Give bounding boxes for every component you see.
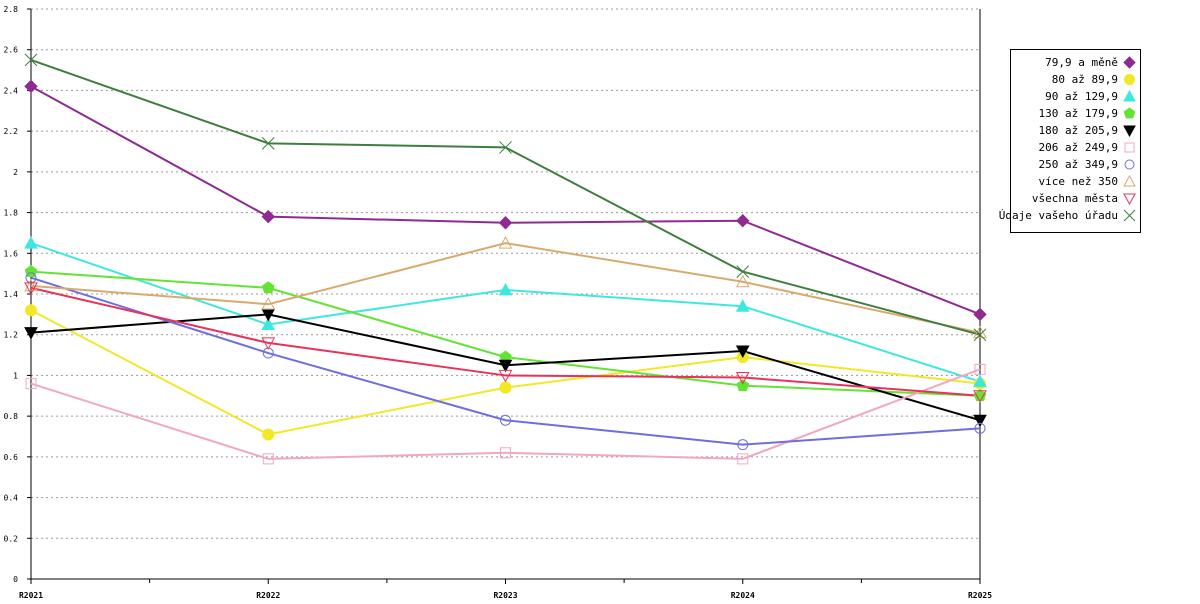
data-point	[261, 297, 276, 310]
data-point	[1123, 125, 1136, 137]
data-point	[735, 345, 750, 359]
x-tick-label: R2022	[256, 591, 280, 600]
x-tick-label: R2024	[731, 591, 755, 600]
legend-marker-icon	[1123, 193, 1136, 205]
legend-marker-icon	[1124, 159, 1135, 170]
data-point	[735, 371, 750, 385]
data-point	[498, 216, 513, 230]
data-point	[261, 337, 276, 350]
data-point	[736, 214, 750, 228]
legend-entry-label: všechna města	[1031, 192, 1118, 205]
legend-marker-icon	[1123, 107, 1136, 119]
data-point	[737, 453, 749, 465]
legend-marker-icon	[1124, 74, 1135, 85]
data-point	[25, 304, 37, 317]
series-line	[30, 85, 981, 316]
series-line	[30, 276, 981, 446]
data-point	[24, 79, 38, 94]
legend-entry-label: 130 až 179,9	[1038, 107, 1118, 120]
data-point	[24, 278, 38, 292]
chart-legend: 79,9 a měně 80 až 89,9 90 až 129,9 130 až 1…	[999, 49, 1141, 233]
series-line	[30, 242, 981, 334]
data-point	[500, 447, 511, 459]
data-point	[261, 137, 275, 150]
legend-entry-label: 90 až 129,9	[1045, 90, 1118, 103]
data-point	[25, 378, 37, 390]
data-point	[973, 307, 987, 322]
y-tick-label: 1.6	[4, 249, 19, 258]
data-point	[261, 317, 276, 331]
y-tick-label: 0.4	[4, 494, 19, 503]
data-point	[973, 390, 987, 403]
legend-marker-icon	[1123, 90, 1136, 102]
y-tick-label: 2	[13, 168, 18, 177]
legend-marker-icon	[1123, 125, 1136, 137]
data-point	[1123, 193, 1136, 205]
data-point	[1123, 56, 1136, 69]
data-point	[1123, 175, 1136, 187]
data-point	[737, 439, 749, 451]
data-point	[1123, 209, 1136, 222]
legend-entry-label: 79,9 a měně	[1045, 56, 1118, 69]
y-tick-label: 2.2	[4, 127, 19, 136]
legend-entry-label: Údaje vašeho úřadu	[998, 209, 1118, 222]
series-line	[30, 286, 981, 397]
data-point	[24, 327, 38, 340]
y-tick-label: 0.2	[4, 534, 19, 543]
y-tick-label: 2.4	[4, 86, 19, 95]
x-tick-label: R2025	[968, 591, 992, 600]
data-point	[24, 282, 38, 295]
data-point	[973, 374, 987, 388]
data-point	[1123, 107, 1136, 119]
data-point	[973, 328, 987, 342]
y-tick-label: 0.8	[4, 412, 19, 421]
legend-entry-label: 180 až 205,9	[1038, 124, 1118, 137]
legend-entry-label: 250 až 349,9	[1038, 158, 1118, 171]
legend-marker-icon	[1123, 56, 1136, 69]
data-point	[261, 209, 275, 224]
series-line	[30, 368, 981, 460]
y-tick-label: 2.6	[4, 46, 19, 55]
data-point	[735, 274, 750, 288]
y-tick-label: 1.4	[4, 290, 19, 299]
legend-entry-label: 80 až 89,9	[1051, 73, 1118, 86]
data-point	[24, 236, 38, 249]
y-tick-label: 1	[13, 371, 18, 380]
data-point	[736, 265, 750, 278]
data-point	[262, 453, 274, 465]
x-tick-label: R2023	[493, 591, 517, 600]
y-tick-label: 2.8	[4, 5, 19, 14]
data-point	[735, 299, 750, 312]
legend-marker-icon	[1123, 175, 1136, 187]
data-point	[973, 414, 987, 428]
data-point	[1123, 90, 1136, 102]
data-point	[262, 428, 275, 441]
data-point	[1124, 74, 1135, 85]
data-point	[498, 236, 513, 249]
legend-marker-icon	[1123, 209, 1136, 222]
data-point	[1124, 142, 1135, 153]
legend-marker-icon	[1124, 142, 1135, 153]
x-tick-label: R2021	[19, 591, 43, 600]
data-point	[499, 381, 512, 394]
data-point	[498, 359, 513, 373]
data-point	[974, 363, 986, 375]
data-point	[498, 369, 513, 383]
data-point	[261, 281, 275, 294]
data-point	[500, 414, 511, 426]
data-point	[736, 378, 750, 391]
legend-entry-label: více než 350	[1038, 175, 1118, 188]
y-tick-label: 1.2	[4, 331, 19, 340]
legend-entry-label: 206 až 249,9	[1038, 141, 1118, 154]
data-point	[974, 422, 986, 434]
y-tick-label: 1.8	[4, 209, 19, 218]
data-point	[499, 141, 512, 154]
data-point	[1124, 159, 1135, 170]
y-tick-label: 0.6	[4, 453, 19, 462]
data-point	[498, 282, 513, 296]
data-point	[24, 53, 38, 67]
y-tick-label: 0	[13, 575, 18, 584]
